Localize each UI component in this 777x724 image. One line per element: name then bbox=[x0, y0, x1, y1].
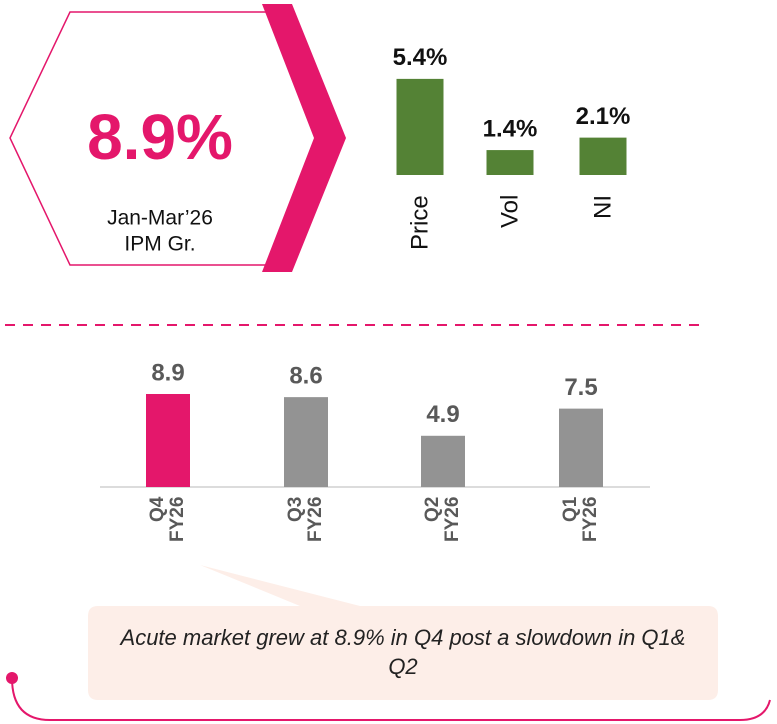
bar bbox=[559, 408, 603, 487]
kpi-value: 8.9% bbox=[87, 101, 233, 173]
category-label: Vol bbox=[496, 195, 524, 229]
bar bbox=[421, 435, 465, 487]
value-label: 2.1% bbox=[576, 103, 631, 130]
bar bbox=[284, 397, 328, 487]
kpi-chevron bbox=[262, 4, 346, 272]
note: Acute market grew at 8.9% in Q4 post a s… bbox=[120, 625, 686, 679]
value-label: 7.5 bbox=[564, 374, 597, 401]
value-label: 1.4% bbox=[483, 115, 538, 142]
category-label: Q1 FY26 bbox=[560, 497, 601, 543]
frame-line bbox=[11, 677, 771, 721]
bar bbox=[486, 150, 534, 175]
bar bbox=[146, 393, 190, 487]
category-label: Q4 FY26 bbox=[147, 497, 188, 543]
callout bbox=[88, 565, 718, 700]
value-label: 8.9 bbox=[151, 359, 184, 386]
bar bbox=[396, 78, 444, 175]
category-label: Price bbox=[406, 195, 434, 250]
category-label: Q3 FY26 bbox=[285, 497, 326, 543]
value-label: 5.4% bbox=[393, 44, 448, 71]
category-label: NI bbox=[589, 195, 617, 219]
category-label: Q2 FY26 bbox=[422, 497, 463, 543]
bar bbox=[579, 137, 627, 175]
kpi-label: IPM Gr. bbox=[124, 233, 195, 256]
value-label: 8.6 bbox=[289, 362, 322, 389]
value-label: 4.9 bbox=[426, 401, 459, 428]
frame-dot bbox=[6, 672, 18, 684]
kpi-period: Jan-Mar’26 bbox=[107, 207, 213, 230]
